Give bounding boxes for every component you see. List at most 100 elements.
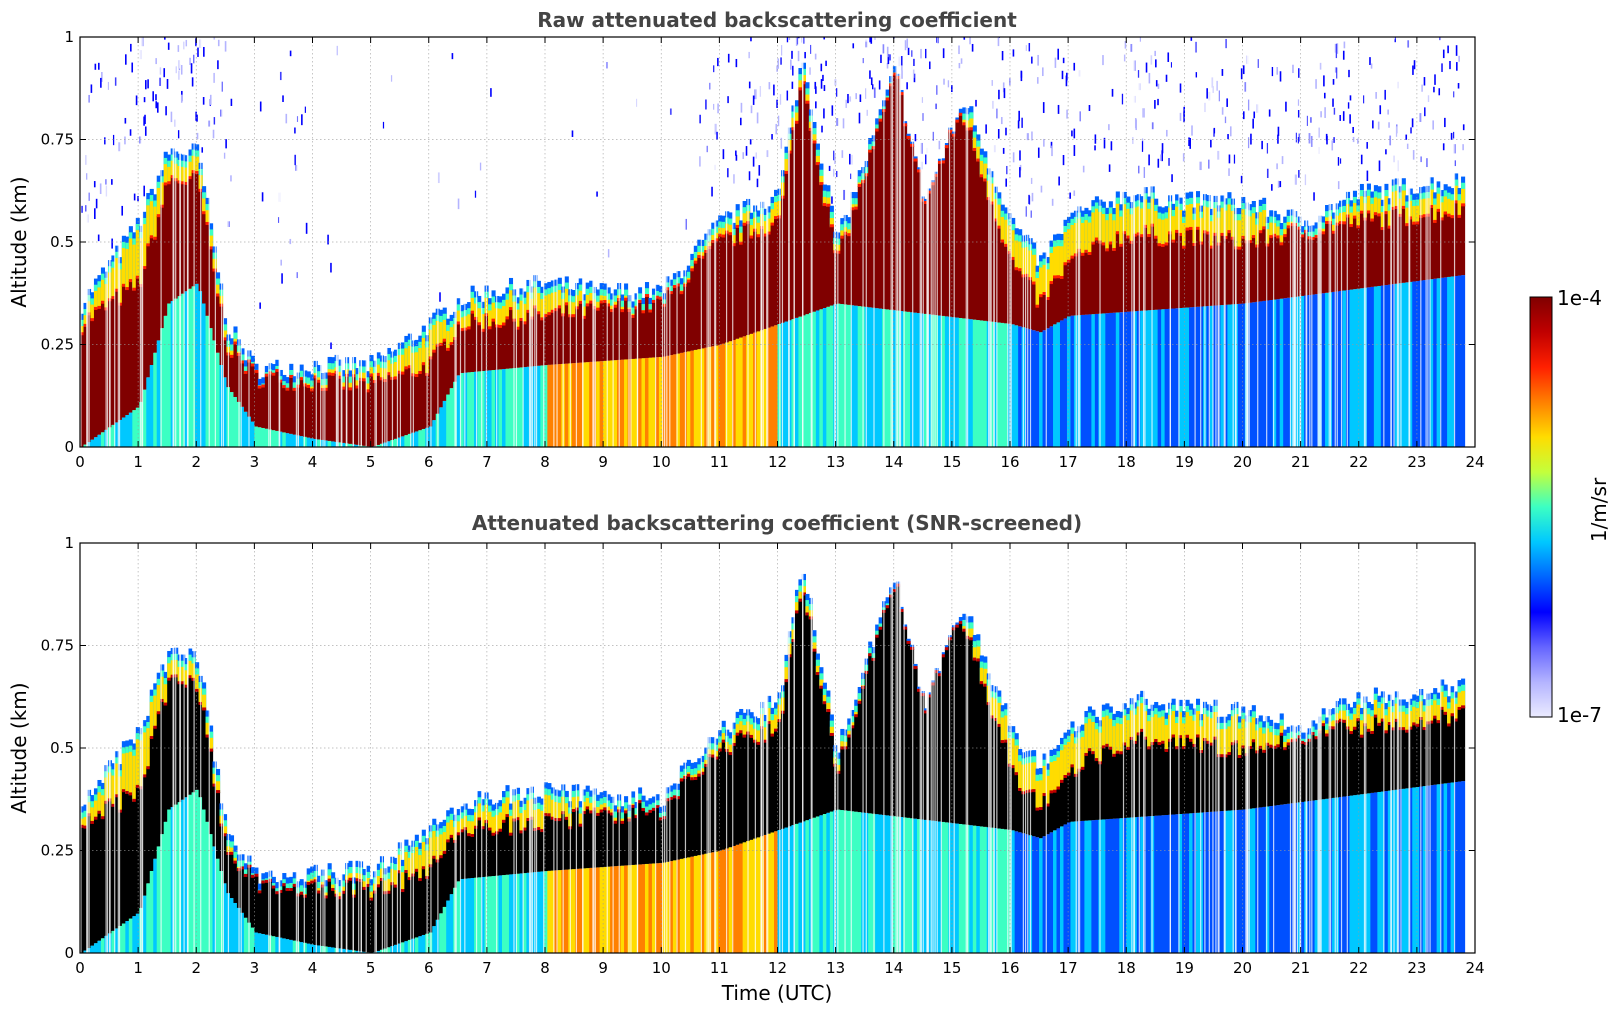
column-lower (181, 799, 186, 953)
ticks-raw: 0 1 2 3 4 5 6 7 8 9 10 11 12 13 14 15 16 17 18 19 20 21 22 23 24… (41, 28, 1485, 471)
column-core-edge (1150, 223, 1155, 227)
column-edge (651, 802, 657, 811)
column-core-edge (564, 816, 569, 820)
column-core (156, 713, 161, 847)
column-lower (679, 352, 684, 447)
column-edge (397, 854, 402, 874)
column-lower (1011, 324, 1016, 447)
noise-dot (1315, 79, 1317, 89)
column-core-edge (1450, 215, 1455, 219)
column-core (697, 257, 702, 350)
column-edge (386, 878, 391, 894)
column-core-edge (937, 160, 943, 164)
column-edge (697, 245, 702, 259)
column-core-edge (1373, 212, 1378, 216)
noise-dot (607, 249, 610, 258)
noise-dot (1357, 138, 1359, 144)
column-core-edge (721, 739, 726, 743)
column-edge (264, 365, 269, 377)
missing-profile (850, 37, 852, 447)
column-core-edge (582, 811, 587, 815)
column-lower (212, 340, 217, 447)
column-lower (606, 866, 611, 953)
column-core (976, 160, 981, 321)
column-lower (519, 367, 524, 447)
column-core-edge (243, 370, 248, 374)
column-lower (917, 819, 922, 953)
missing-profile (1306, 37, 1308, 447)
column-edge (463, 815, 468, 831)
column-core-edge (770, 733, 775, 737)
column-core-edge (163, 182, 168, 186)
column-core-edge (100, 300, 106, 304)
column-core (899, 94, 904, 312)
column-lower (261, 933, 266, 953)
column-core-edge (903, 123, 908, 127)
column-lower (355, 950, 360, 953)
column-edge (1297, 222, 1302, 230)
noise-dot (814, 81, 817, 90)
noise-dot (1348, 69, 1350, 78)
column-core (955, 121, 960, 318)
column-edge (697, 764, 702, 777)
column-lower (1101, 313, 1106, 447)
column-lower (564, 363, 569, 447)
column-core-edge (1422, 214, 1427, 218)
column-core-edge (261, 880, 266, 884)
column-edge (205, 722, 210, 738)
column-edge (533, 810, 538, 831)
column-core-edge (575, 807, 580, 811)
column-edge (756, 730, 761, 745)
column-core (212, 270, 217, 341)
column-lower (767, 327, 772, 447)
column-lower (1436, 278, 1441, 447)
column-core (481, 828, 486, 878)
column-core (962, 630, 967, 825)
column-core-edge (1133, 233, 1138, 237)
column-core-edge (840, 746, 845, 750)
column-lower (156, 340, 161, 447)
column-edge (575, 796, 580, 811)
noise-dot (1332, 79, 1335, 85)
column-core-edge (149, 736, 154, 740)
column-edge (1206, 207, 1211, 235)
column-core (589, 812, 594, 868)
column-lower (798, 822, 803, 953)
noise-dot (1347, 102, 1350, 109)
column-core-edge (784, 679, 789, 683)
column-core-edge (655, 295, 660, 299)
column-core-edge (732, 243, 737, 247)
column-lower (927, 820, 932, 953)
column-edge (958, 617, 963, 625)
column-core (264, 375, 269, 429)
column-lower (1391, 284, 1396, 447)
column-edge (498, 812, 503, 832)
noise-dot (1134, 118, 1137, 129)
column-edge (289, 883, 294, 891)
column-lower (100, 432, 106, 447)
column-lower (700, 348, 705, 447)
column-edge (481, 314, 486, 332)
column-core-edge (1283, 234, 1288, 238)
column-edge (306, 874, 311, 885)
column-core (819, 687, 824, 816)
column-lower (1000, 322, 1005, 447)
column-lower (718, 850, 723, 953)
column-core-edge (589, 810, 594, 814)
noise-dot (1000, 117, 1003, 125)
column-core (407, 879, 412, 940)
column-core (376, 886, 381, 951)
column-edge (407, 345, 412, 369)
noise-dot (1242, 111, 1245, 120)
noise-dot (1447, 45, 1449, 54)
column-edge (1349, 212, 1354, 228)
column-lower (676, 353, 681, 447)
column-edge (285, 883, 290, 892)
column-core (519, 832, 524, 874)
noise-dot (1088, 105, 1091, 112)
noise-dot (1110, 141, 1113, 151)
noise-dot (717, 103, 719, 114)
column-core (732, 744, 737, 846)
column-edge (1356, 211, 1361, 229)
column-edge (1454, 185, 1459, 204)
